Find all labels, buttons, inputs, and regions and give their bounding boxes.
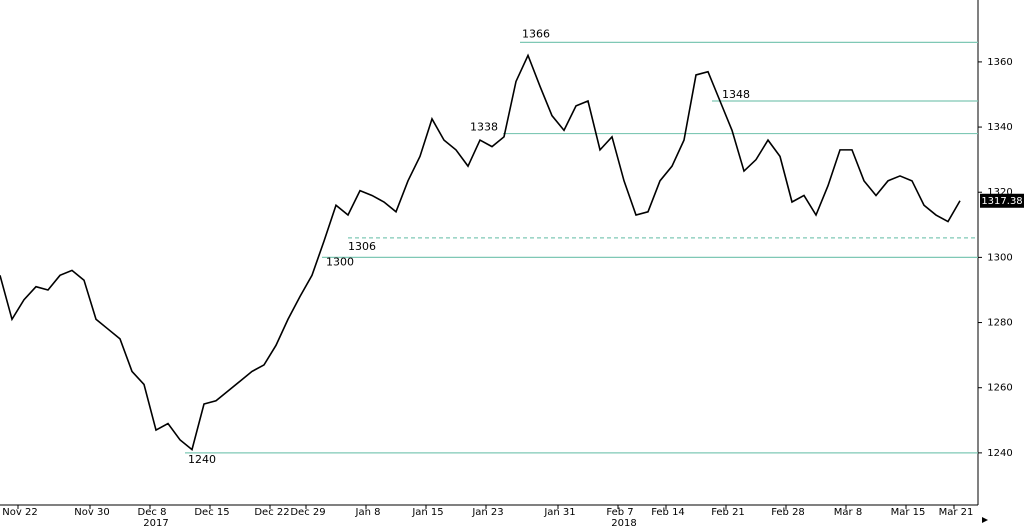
x-tick-label: Feb 21 (711, 507, 745, 518)
level-label: 1366 (522, 27, 550, 40)
x-tick-label: Mar 15 (891, 507, 926, 518)
x-tick-label: Dec 15 (194, 507, 229, 518)
level-label: 1348 (722, 88, 750, 101)
x-tick-label: Dec 8 (138, 507, 167, 518)
y-tick-label: 1360 (987, 57, 1012, 68)
x-tick-label: Jan 31 (543, 507, 575, 518)
y-tick-label: 1300 (987, 252, 1012, 263)
y-tick-label: 1320 (987, 187, 1012, 198)
y-tick-label: 1280 (987, 318, 1012, 329)
x-tick-label: Feb 14 (651, 507, 685, 518)
last-price-label: 1317.38 (981, 196, 1022, 207)
scroll-arrow (982, 517, 988, 523)
last-price-badge (980, 193, 1024, 208)
x-tick-label: Mar 8 (834, 507, 862, 518)
x-tick-label: Feb 7 (606, 507, 633, 518)
y-tick-label: 1340 (987, 122, 1012, 133)
x-tick-label: Feb 28 (771, 507, 805, 518)
x-year-label: 2017 (143, 518, 168, 528)
level-label: 1338 (470, 121, 498, 134)
x-tick-label: Mar 21 (939, 507, 974, 518)
level-label: 1306 (348, 240, 376, 253)
price-line (0, 53, 961, 452)
x-tick-label: Dec 29 (290, 507, 325, 518)
level-label: 1300 (326, 255, 354, 268)
y-tick-label: 1240 (987, 448, 1012, 459)
x-tick-label: Jan 8 (355, 507, 381, 518)
x-tick-label: Jan 15 (411, 507, 443, 518)
x-tick-label: Nov 22 (2, 507, 37, 518)
y-tick-label: 1260 (987, 383, 1012, 394)
x-tick-label: Dec 22 (254, 507, 289, 518)
x-tick-label: Jan 23 (471, 507, 503, 518)
x-tick-label: Nov 30 (74, 507, 109, 518)
level-label: 1240 (188, 453, 216, 466)
x-year-label: 2018 (611, 518, 636, 528)
